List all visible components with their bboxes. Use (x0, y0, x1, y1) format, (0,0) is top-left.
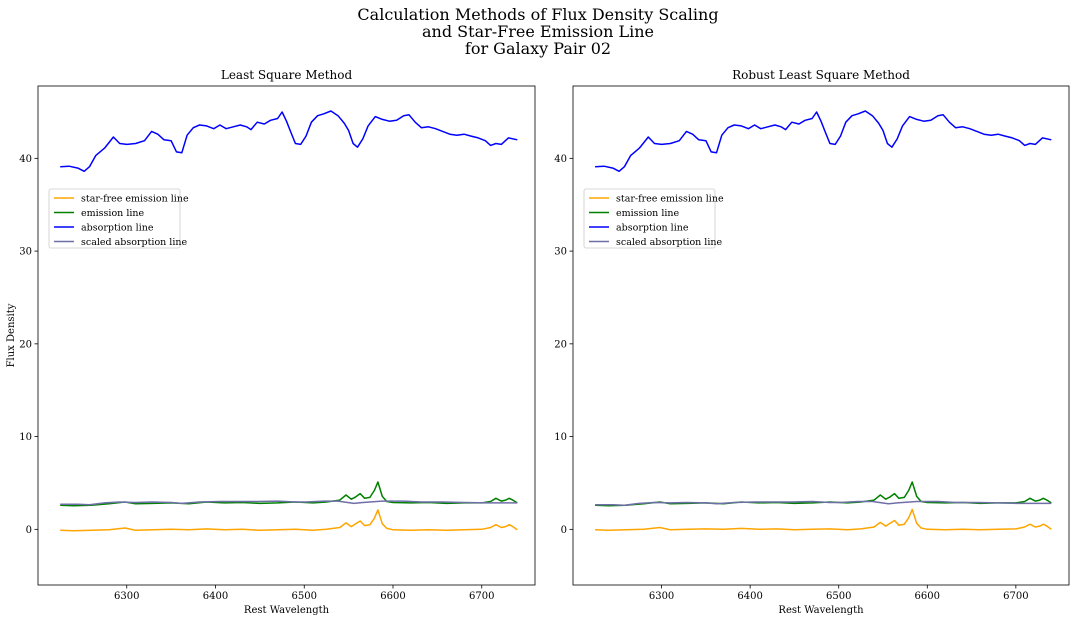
x-tick-label: 6300 (649, 591, 674, 602)
axes-frame (572, 85, 1070, 586)
x-tick-label: 6600 (380, 591, 405, 602)
panel-title: Robust Least Square Method (732, 68, 910, 82)
x-tick-label: 6400 (737, 591, 762, 602)
y-axis-label: Flux Density (6, 303, 17, 367)
x-axis-label: Rest Wavelength (244, 605, 330, 616)
y-tick-label: 20 (19, 339, 32, 350)
legend: star-free emission line emission line abso… (48, 188, 189, 249)
y-tick-label: 30 (19, 247, 32, 258)
legend-label-star_free: star-free emission line (616, 194, 724, 205)
legend-label-scaled: scaled absorption line (616, 237, 722, 248)
x-tick-label: 6600 (915, 591, 940, 602)
y-tick-label: 0 (561, 525, 567, 536)
legend-label-star_free: star-free emission line (81, 194, 189, 205)
y-tick-label: 20 (554, 339, 567, 350)
x-tick-label: 6500 (826, 591, 851, 602)
series-line-star_free (60, 509, 518, 532)
series-line-scaled (595, 500, 1052, 506)
x-tick-label: 6700 (1003, 591, 1028, 602)
x-tick-label: 6400 (203, 591, 228, 602)
series-line-absorption (595, 110, 1052, 173)
legend-label-emission: emission line (81, 208, 145, 219)
y-tick-label: 40 (554, 154, 567, 165)
chart-panel-2: 6300 6400 6500 6600 6700 0 10 20 30 40 Robust Leas… (554, 68, 1070, 616)
y-tick-label: 40 (19, 154, 32, 165)
legend-label-scaled: scaled absorption line (81, 237, 187, 248)
legend-box (583, 188, 716, 249)
legend-label-absorption: absorption line (616, 223, 689, 234)
y-tick-label: 30 (554, 247, 567, 258)
axes-frame (37, 85, 536, 586)
panel-title: Least Square Method (221, 68, 353, 82)
x-tick-label: 6500 (292, 591, 317, 602)
legend-label-absorption: absorption line (81, 223, 154, 234)
series-line-star_free (595, 508, 1052, 532)
y-tick-label: 10 (554, 432, 567, 443)
x-tick-label: 6700 (469, 591, 494, 602)
y-tick-label: 10 (19, 432, 32, 443)
series-line-scaled (60, 500, 518, 506)
x-axis-label: Rest Wavelength (778, 605, 864, 616)
series-line-absorption (60, 110, 518, 173)
x-tick-label: 6300 (114, 591, 139, 602)
figure-title-line-1: Calculation Methods of Flux Density Scal… (357, 5, 719, 24)
figure-title-line-3: for Galaxy Pair 02 (464, 39, 612, 58)
chart-panel-1: 6300 6400 6500 6600 6700 0 10 20 30 40 Least Squar… (6, 68, 536, 616)
legend: star-free emission line emission line abso… (583, 188, 724, 249)
legend-label-emission: emission line (616, 208, 680, 219)
legend-box (48, 188, 181, 249)
figure-title-line-2: and Star-Free Emission Line (422, 22, 654, 41)
y-tick-label: 0 (26, 525, 32, 536)
